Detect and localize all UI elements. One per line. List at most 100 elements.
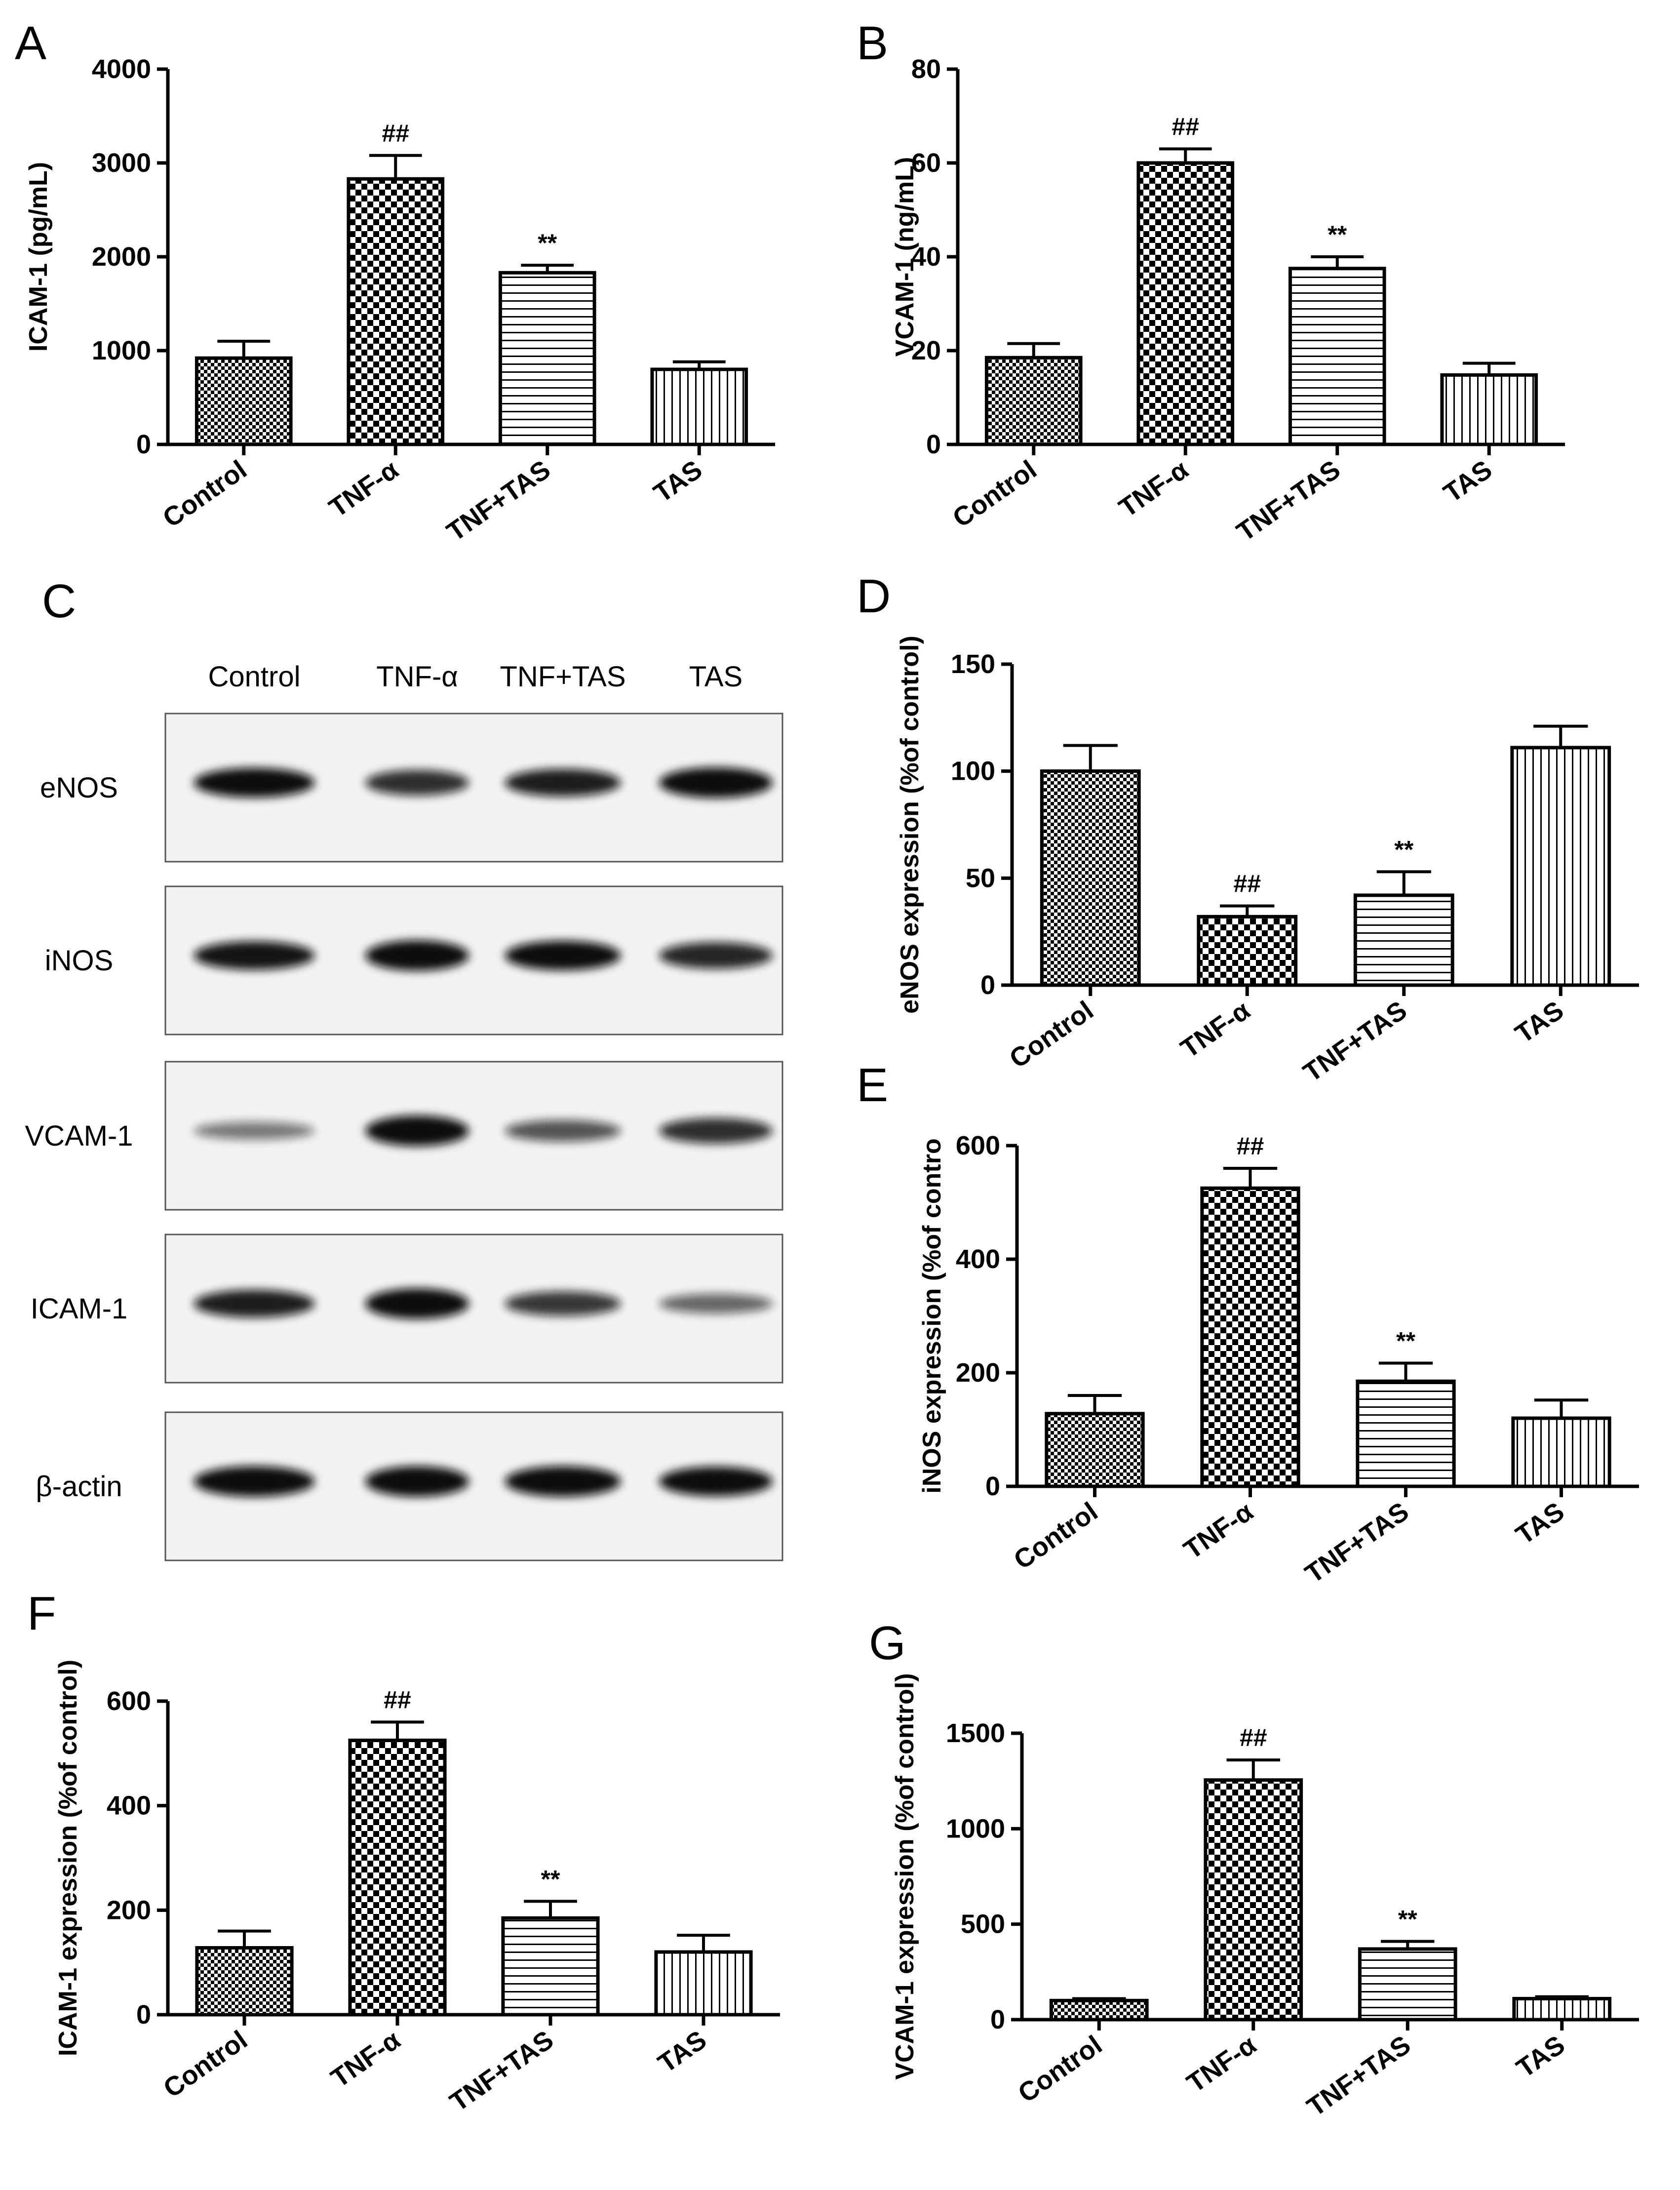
x-tick-label: Control <box>157 455 252 533</box>
y-tick-label: 400 <box>956 1244 1000 1274</box>
bar <box>1197 915 1298 987</box>
bar <box>1353 893 1454 987</box>
western-blot-panel: C Control TNF-α TNF+TAS TAS eNOS iNOS VCAM-1 ICA… <box>25 575 783 1561</box>
bar <box>654 1950 753 2017</box>
bar <box>1136 161 1235 446</box>
y-tick-label: 500 <box>961 1910 1005 1939</box>
bar <box>1204 1778 1303 2022</box>
bar <box>1045 1412 1145 1488</box>
blot-band <box>365 940 469 971</box>
y-axis-title: iNOS expression (%of contro <box>918 1138 946 1493</box>
blot-row-label: VCAM-1 <box>25 1120 133 1152</box>
y-tick-label: 1500 <box>946 1718 1005 1748</box>
significance-mark: ** <box>1394 836 1413 863</box>
y-tick-label: 80 <box>911 54 941 84</box>
x-tick-label: TNF-α <box>324 455 404 523</box>
blot-band <box>505 1120 621 1142</box>
y-tick-label: 0 <box>136 2000 151 2030</box>
y-tick-label: 600 <box>956 1131 1000 1160</box>
bar <box>984 356 1083 446</box>
y-tick-label: 150 <box>951 649 995 679</box>
bar <box>1510 746 1611 987</box>
blot-band <box>194 1122 315 1140</box>
significance-mark: ## <box>1233 870 1261 898</box>
x-tick-label: TNF-α <box>1114 455 1194 523</box>
blot-band <box>505 941 621 970</box>
y-tick-label: 2000 <box>92 242 151 272</box>
x-tick-label: Control <box>158 2025 253 2104</box>
y-tick-label: 20 <box>911 336 941 365</box>
bar <box>1200 1186 1300 1488</box>
y-axis-title: ICAM-1 (pg/mL) <box>24 162 53 352</box>
panel-label: D <box>857 570 891 623</box>
x-tick-label: TAS <box>1511 1497 1570 1551</box>
x-tick-label: TNF-α <box>1175 995 1255 1064</box>
y-tick-label: 100 <box>951 757 995 786</box>
x-tick-label: Control <box>947 455 1042 533</box>
y-tick-label: 1000 <box>946 1814 1005 1843</box>
y-axis-title: VCAM-1 (ng/mL) <box>891 157 919 357</box>
y-tick-label: 60 <box>911 148 941 178</box>
chart-panel-e: E 0 200 400 600 iNOS expression (%of contro Co… <box>857 1059 1639 1589</box>
significance-mark: ** <box>1398 1905 1417 1933</box>
significance-mark: ## <box>382 119 409 147</box>
blot-band <box>505 1466 621 1497</box>
x-tick-label: TAS <box>649 455 708 509</box>
x-tick-label: TNF+TAS <box>444 2025 558 2117</box>
significance-mark: ## <box>384 1686 411 1713</box>
blot-band <box>659 1118 773 1144</box>
bar <box>1049 1998 1149 2022</box>
blot-column-label: Control <box>208 661 301 693</box>
panel-label: A <box>15 17 46 70</box>
blot-row: ICAM-1 <box>31 1234 783 1384</box>
x-tick-label: TNF-α <box>1178 1497 1258 1565</box>
blot-band <box>659 1467 773 1496</box>
significance-mark: ** <box>541 1865 560 1893</box>
blot-band <box>194 768 315 797</box>
panel-label: F <box>27 1587 56 1640</box>
significance-mark: ## <box>1172 113 1199 141</box>
bar <box>1512 1996 1612 2022</box>
y-tick-label: 600 <box>107 1686 151 1716</box>
bar <box>1440 373 1538 446</box>
bar <box>347 177 445 446</box>
blot-band <box>194 941 315 970</box>
significance-mark: ** <box>538 229 557 257</box>
y-tick-label: 50 <box>966 863 995 893</box>
y-tick-label: 0 <box>990 2005 1005 2034</box>
y-tick-label: 200 <box>956 1358 1000 1388</box>
chart-panel-b: B 0 20 40 60 80 VCAM-1 (ng/mL) Control ## TNF-α **… <box>857 17 1565 547</box>
x-tick-label: TNF+TAS <box>1302 2030 1416 2122</box>
bar <box>501 1916 600 2017</box>
blot-band <box>659 942 773 969</box>
x-tick-label: Control <box>1004 995 1099 1074</box>
blot-band <box>659 1294 773 1314</box>
panel-label: C <box>42 575 76 628</box>
bar <box>1358 1947 1457 2022</box>
bar <box>1040 769 1141 987</box>
significance-mark: ## <box>1237 1132 1264 1160</box>
chart-panel-a: A 0 1000 2000 3000 4000 ICAM-1 (pg/mL) Control #… <box>15 17 775 547</box>
chart-panel-g: G 0 500 1000 1500 VCAM-1 expression (%of cont… <box>869 1617 1639 2122</box>
y-tick-label: 40 <box>911 242 941 272</box>
y-axis-title: ICAM-1 expression (%of control) <box>54 1660 82 2056</box>
blot-row-label: eNOS <box>40 772 118 804</box>
x-tick-label: Control <box>1013 2030 1107 2109</box>
blot-column-label: TNF+TAS <box>500 661 625 693</box>
y-tick-label: 200 <box>107 1895 151 1925</box>
blot-band <box>365 1115 469 1146</box>
bar <box>1356 1379 1456 1488</box>
x-tick-label: TAS <box>1439 455 1498 509</box>
blot-row: β-actin <box>36 1411 783 1561</box>
significance-mark: ** <box>1328 221 1347 248</box>
y-tick-label: 4000 <box>92 54 151 84</box>
blot-band <box>505 1291 621 1316</box>
x-tick-label: TNF-α <box>1181 2030 1261 2099</box>
blot-band <box>505 769 621 796</box>
chart-panel-d: D 0 50 100 150 eNOS expression (%of control) C… <box>857 570 1639 1088</box>
blot-column-label: TNF-α <box>376 661 458 693</box>
x-tick-label: TAS <box>653 2025 712 2079</box>
chart-panel-f: F 0 200 400 600 ICAM-1 expression (%of contro… <box>27 1587 780 2117</box>
bar <box>650 367 748 446</box>
